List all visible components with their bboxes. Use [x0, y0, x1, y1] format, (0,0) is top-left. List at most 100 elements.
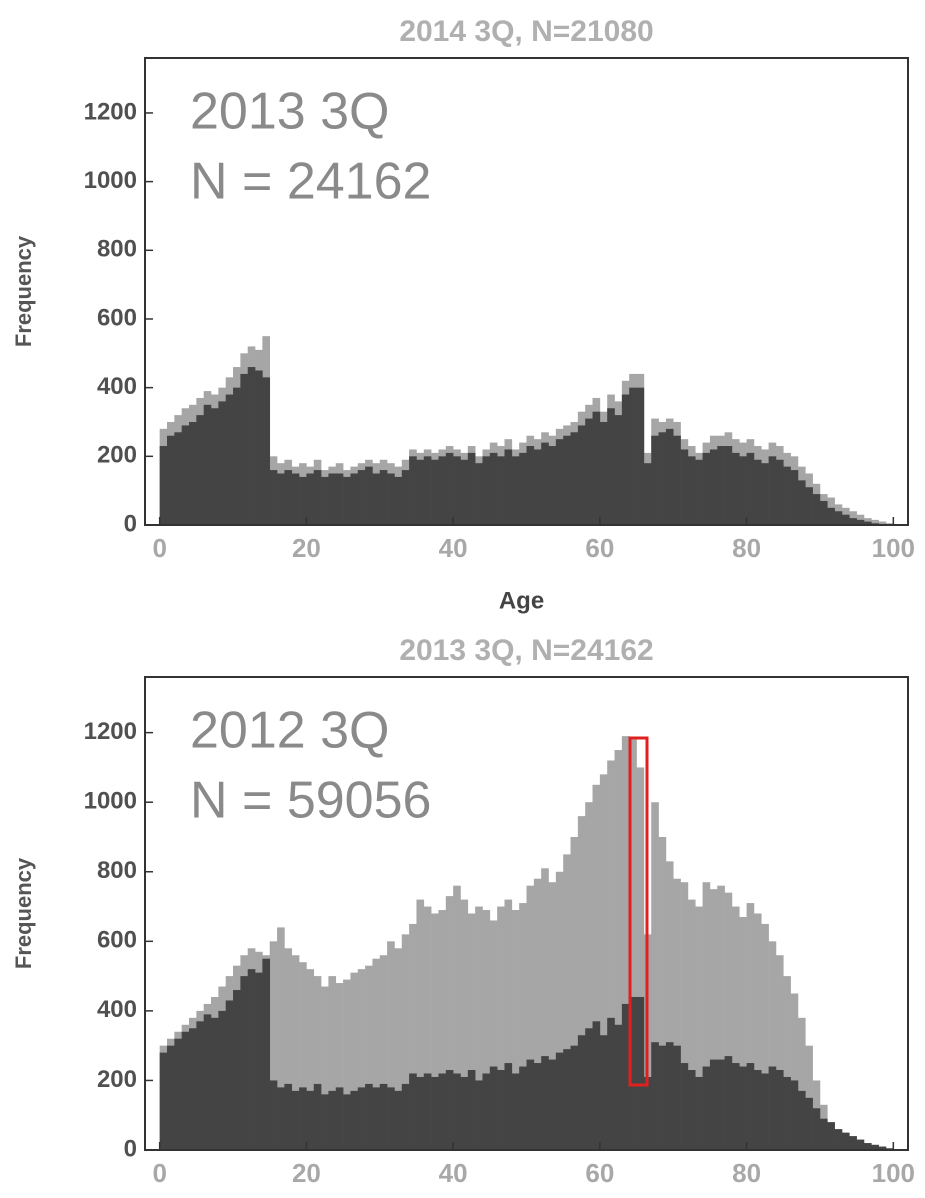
- x-tick-label: 0: [152, 1158, 166, 1188]
- histogram-bar: [739, 1066, 747, 1150]
- histogram-bar: [511, 910, 520, 1150]
- histogram-bar: [636, 996, 645, 1150]
- histogram-bar: [665, 861, 674, 1150]
- histogram-bar: [651, 435, 659, 525]
- histogram-bar: [423, 456, 432, 525]
- histogram-bar: [658, 836, 667, 1150]
- x-axis-label: Age: [499, 587, 544, 614]
- x-tick-label: 60: [585, 533, 614, 563]
- histogram-bar: [753, 459, 762, 525]
- histogram-bar: [519, 452, 527, 525]
- y-tick-label: 600: [97, 927, 137, 954]
- histogram-bar: [673, 435, 681, 525]
- histogram-bar: [871, 1144, 879, 1150]
- histogram-bar: [335, 1087, 344, 1150]
- histogram-bar: [196, 415, 204, 525]
- histogram-bar: [497, 1070, 505, 1150]
- histogram-bar: [357, 1087, 366, 1150]
- histogram-bar: [460, 1076, 469, 1150]
- histogram-bar: [548, 1059, 557, 1150]
- histogram-bar: [306, 1090, 315, 1150]
- histogram-bar: [827, 1122, 835, 1150]
- histogram-bar: [709, 889, 718, 1150]
- histogram-bar: [409, 923, 417, 1150]
- histogram-bar: [299, 1087, 307, 1150]
- histogram-bar: [299, 962, 307, 1150]
- histogram-bar: [387, 941, 395, 1150]
- histogram-bar: [790, 470, 799, 525]
- histogram-bar: [768, 1066, 777, 1150]
- histogram-bar: [819, 500, 828, 525]
- histogram-bar: [812, 494, 821, 525]
- histogram-bar: [563, 1049, 571, 1150]
- histogram-bar: [519, 1066, 527, 1150]
- histogram-bar: [277, 1087, 285, 1150]
- histogram-bar: [614, 415, 623, 525]
- histogram-bar: [277, 473, 285, 525]
- y-tick-label: 400: [97, 373, 137, 400]
- y-axis-label: Frequency: [11, 857, 36, 969]
- y-tick-label: 1000: [84, 788, 137, 815]
- histogram-bar: [871, 519, 879, 525]
- histogram-bar: [401, 470, 410, 525]
- histogram-bar: [541, 442, 549, 525]
- histogram-bar: [790, 1080, 799, 1150]
- histogram-bar: [841, 514, 850, 525]
- histogram-bar: [731, 906, 740, 1150]
- histogram-bar: [497, 906, 505, 1150]
- histogram-bar: [504, 449, 513, 525]
- histogram-bar: [541, 1056, 549, 1150]
- histogram-bar: [724, 892, 733, 1150]
- histogram-bar: [511, 1073, 520, 1150]
- histogram-bar: [343, 979, 351, 1150]
- histogram-bar: [761, 463, 769, 525]
- histogram-bar: [167, 435, 175, 525]
- histogram-bar: [783, 466, 791, 525]
- histogram-bar: [555, 871, 564, 1150]
- highlight-box: [628, 736, 649, 1087]
- histogram-bar: [211, 408, 219, 525]
- y-tick-label: 0: [124, 1135, 137, 1162]
- y-tick-label: 0: [124, 510, 137, 537]
- histogram-bar: [423, 906, 432, 1150]
- histogram-bar: [863, 1143, 872, 1150]
- histogram-bar: [372, 958, 381, 1150]
- histogram-bar: [841, 1132, 850, 1150]
- histogram-bar: [387, 1087, 395, 1150]
- histogram-bar: [394, 1090, 403, 1150]
- histogram-bar: [629, 739, 637, 1150]
- histogram-bar: [614, 750, 623, 1150]
- histogram-bar: [746, 452, 755, 525]
- histogram-bar: [453, 456, 461, 525]
- chart-title: 2013 3Q, N=24162: [399, 634, 653, 667]
- histogram-bar: [321, 1094, 329, 1150]
- histogram-bar: [555, 439, 564, 525]
- histogram-bar: [856, 519, 865, 525]
- histogram-bar: [665, 428, 674, 525]
- histogram-bar: [533, 1063, 542, 1150]
- histogram-bar: [313, 976, 322, 1150]
- histogram-bar: [357, 969, 366, 1150]
- histogram-bar: [717, 446, 725, 525]
- histogram-bar: [629, 387, 637, 525]
- histogram-bar: [775, 955, 784, 1150]
- histogram-bar: [636, 767, 645, 1150]
- histogram-bar: [504, 899, 513, 1150]
- histogram-bar: [189, 1028, 197, 1150]
- histogram-bar: [365, 466, 373, 525]
- histogram-bar: [680, 1063, 689, 1150]
- histogram-bar: [489, 452, 498, 525]
- histogram-bar: [607, 408, 615, 525]
- histogram-bar: [526, 885, 535, 1150]
- histogram-bar: [409, 1073, 417, 1150]
- y-tick-label: 200: [97, 442, 137, 469]
- histogram-bar: [541, 868, 549, 1150]
- histogram-bar: [482, 910, 491, 1150]
- histogram-bar: [467, 913, 476, 1150]
- histogram-bar: [467, 1070, 476, 1150]
- histogram-bar: [673, 1045, 681, 1150]
- chart-title: 2014 3Q, N=21080: [399, 15, 653, 48]
- y-tick-label: 1000: [84, 167, 137, 194]
- annotation: N = 24162: [190, 153, 431, 211]
- histogram-bar: [350, 1090, 359, 1150]
